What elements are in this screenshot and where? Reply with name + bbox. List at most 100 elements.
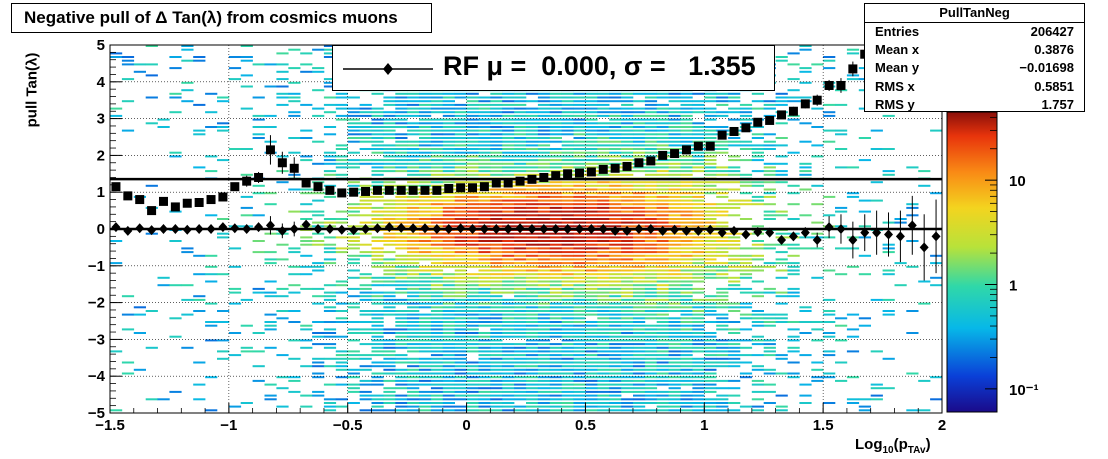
heatmap-cell bbox=[633, 298, 646, 301]
heatmap-cell bbox=[585, 335, 598, 338]
heatmap-cell bbox=[621, 118, 634, 121]
heatmap-cell bbox=[442, 405, 455, 408]
heatmap-cell bbox=[775, 291, 788, 294]
heatmap-cell bbox=[561, 100, 574, 103]
heatmap-cell bbox=[787, 192, 800, 195]
heatmap-cell bbox=[906, 310, 919, 312]
heatmap-cell bbox=[692, 276, 705, 279]
heatmap-cell bbox=[454, 376, 467, 379]
heatmap-cell bbox=[585, 243, 598, 246]
heatmap-cell bbox=[609, 265, 622, 268]
heatmap-cell bbox=[585, 398, 598, 401]
heatmap-cell bbox=[502, 103, 515, 106]
heatmap-cell bbox=[454, 192, 467, 195]
heatmap-cell bbox=[644, 372, 658, 375]
heatmap-cell bbox=[656, 159, 669, 162]
heatmap-cell bbox=[264, 398, 277, 401]
heatmap-cell bbox=[442, 387, 455, 390]
heatmap-cell bbox=[466, 405, 479, 408]
heatmap-cell bbox=[633, 343, 646, 346]
heatmap-cell bbox=[359, 203, 372, 206]
heatmap-cell bbox=[870, 148, 883, 150]
heatmap-cell bbox=[359, 251, 372, 254]
heatmap-cell bbox=[407, 107, 420, 110]
heatmap-cell bbox=[442, 159, 455, 162]
heatmap-cell bbox=[787, 114, 800, 117]
heatmap-cell bbox=[644, 114, 658, 117]
heatmap-cell bbox=[680, 221, 693, 224]
heatmap-cell bbox=[597, 251, 610, 254]
heatmap-cell bbox=[454, 306, 467, 309]
heatmap-cell bbox=[466, 298, 479, 301]
heatmap-cell bbox=[371, 133, 384, 136]
heatmap-cell bbox=[573, 133, 586, 136]
heatmap-cell bbox=[407, 328, 420, 331]
heatmap-cell bbox=[692, 398, 705, 401]
heatmap-cell bbox=[799, 140, 812, 143]
heatmap-cell bbox=[228, 78, 242, 81]
heatmap-cell bbox=[359, 122, 372, 125]
heatmap-cell bbox=[621, 335, 634, 338]
heatmap-cell bbox=[763, 188, 776, 191]
heatmap-cell bbox=[430, 339, 444, 342]
mean-point bbox=[800, 227, 810, 238]
heatmap-cell bbox=[680, 114, 693, 117]
heatmap-cell bbox=[597, 313, 610, 316]
heatmap-cell bbox=[419, 383, 432, 386]
heatmap-cell bbox=[704, 346, 717, 349]
stats-value: 206427 bbox=[1030, 24, 1074, 39]
heatmap-cell bbox=[181, 313, 194, 316]
heatmap-cell bbox=[585, 114, 598, 117]
heatmap-cell bbox=[478, 148, 491, 150]
heatmap-cell bbox=[454, 346, 467, 349]
heatmap-cell bbox=[549, 129, 562, 132]
heatmap-cell bbox=[430, 206, 444, 209]
heatmap-cell bbox=[692, 262, 705, 265]
heatmap-cell bbox=[680, 258, 693, 261]
heatmap-cell bbox=[395, 317, 408, 320]
heatmap-cell bbox=[561, 394, 574, 397]
heatmap-cell bbox=[514, 357, 527, 360]
heatmap-cell bbox=[359, 310, 372, 312]
heatmap-cell bbox=[454, 317, 467, 320]
heatmap-cell bbox=[217, 273, 230, 276]
heatmap-cell bbox=[430, 350, 444, 353]
heatmap-cell bbox=[537, 206, 551, 209]
heatmap-cell bbox=[597, 129, 610, 132]
heatmap-cell bbox=[609, 276, 622, 279]
heatmap-cell bbox=[430, 151, 444, 154]
heatmap-cell bbox=[680, 332, 693, 334]
heatmap-cell bbox=[240, 74, 253, 77]
heatmap-cell bbox=[609, 210, 622, 213]
heatmap-cell bbox=[597, 343, 610, 346]
heatmap-cell bbox=[894, 262, 907, 265]
heatmap-cell bbox=[347, 107, 360, 110]
heatmap-cell bbox=[656, 405, 669, 408]
heatmap-cell bbox=[633, 126, 646, 128]
heatmap-cell bbox=[395, 133, 408, 136]
heatmap-cell bbox=[597, 409, 610, 412]
heatmap-cell bbox=[430, 173, 444, 176]
heatmap-cell bbox=[716, 140, 729, 143]
mean-point bbox=[408, 223, 418, 234]
heatmap-cell bbox=[371, 170, 384, 173]
heatmap-cell bbox=[407, 148, 420, 150]
heatmap-cell bbox=[644, 210, 658, 213]
heatmap-cell bbox=[633, 265, 646, 268]
y-tick-label: −3 bbox=[88, 331, 105, 348]
heatmap-cell bbox=[419, 254, 432, 257]
heatmap-cell bbox=[442, 100, 455, 103]
heatmap-cell bbox=[751, 291, 764, 294]
heatmap-cell bbox=[454, 126, 467, 128]
heatmap-cell bbox=[526, 346, 539, 349]
stats-row: RMS y 1.757 bbox=[865, 96, 1084, 114]
heatmap-cell bbox=[787, 52, 800, 55]
heatmap-cell bbox=[549, 254, 562, 257]
mean-point bbox=[610, 225, 620, 236]
heatmap-cell bbox=[656, 166, 669, 169]
rms-point bbox=[824, 80, 834, 90]
heatmap-cell bbox=[537, 126, 551, 128]
heatmap-cell bbox=[442, 140, 455, 143]
heatmap-cell bbox=[561, 383, 574, 386]
heatmap-cell bbox=[371, 280, 384, 283]
